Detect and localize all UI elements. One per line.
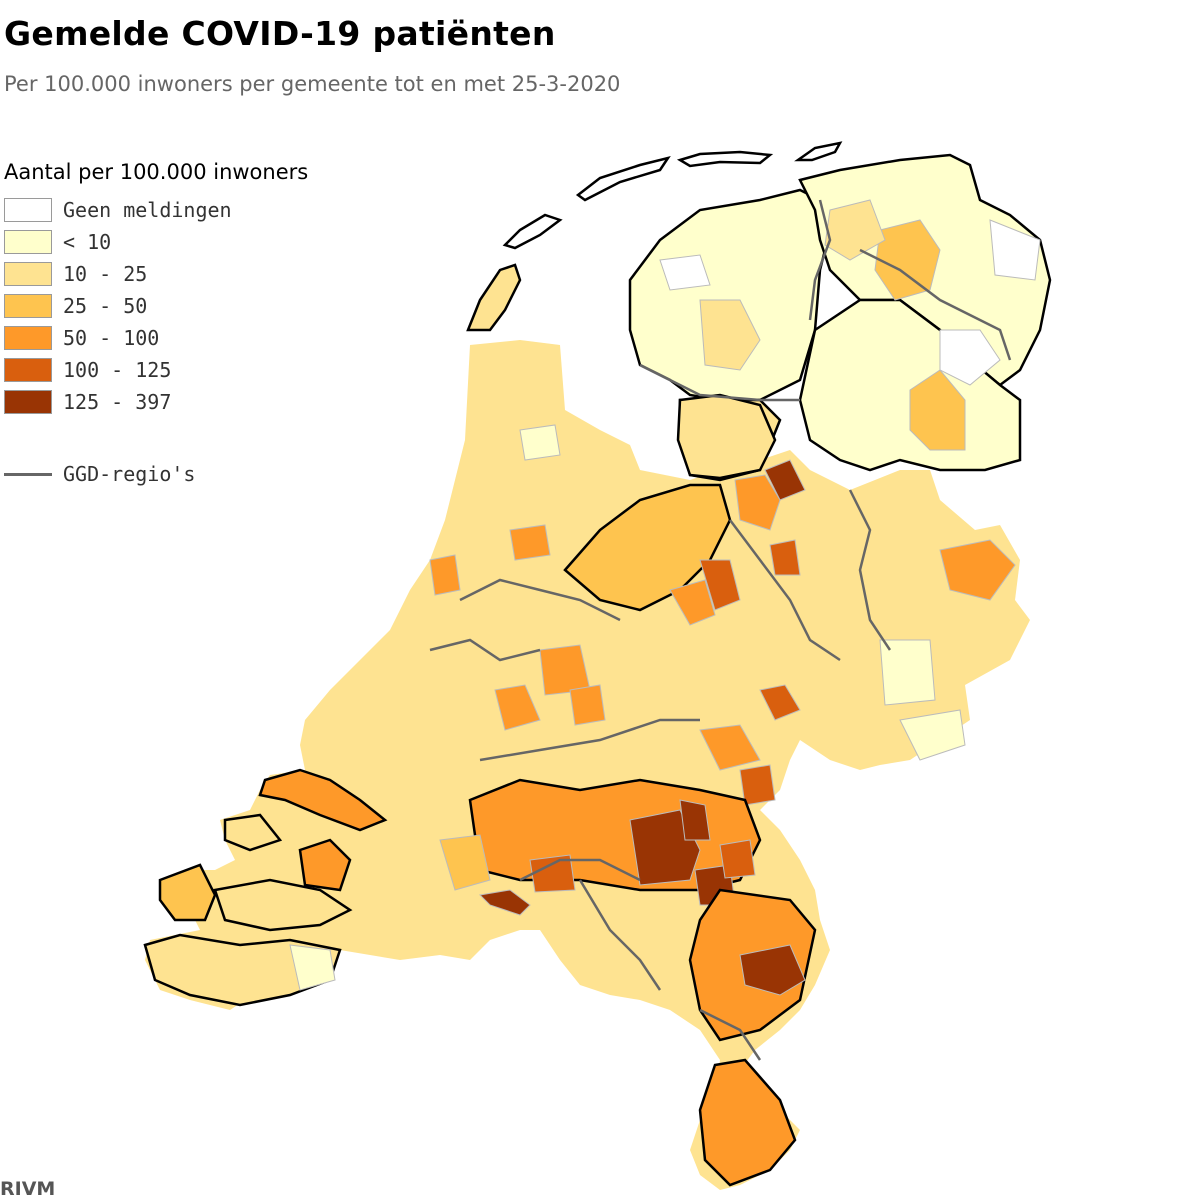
area-nh-pale [519,424,561,461]
island-schiermonnikoog [794,141,843,162]
region-zeeland-tholen [298,838,352,892]
legend-swatch [4,390,52,414]
area-nh-orange2 [429,554,461,596]
legend-item-125-397: 125 - 397 [4,386,308,418]
area-friesland-mid [699,299,761,371]
legend-swatch [4,198,52,222]
island-ameland [676,150,774,168]
area-gelderland-southeast-pale [899,709,966,761]
legend-item-none: Geen meldingen [4,194,308,226]
area-gelderland-mid [759,684,801,721]
area-limburg-hot [739,944,806,996]
region-zeeland-zuidbeveland [213,878,353,932]
ggd-label: GGD-regio's [63,462,196,486]
area-brabant-hot2 [679,799,711,841]
legend-label: < 10 [63,230,112,254]
region-zeeland-noordbeveland [223,813,283,852]
area-nh-orange1 [509,524,551,561]
region-zeeland-walcheren [158,863,217,922]
area-brabant-hot5 [529,854,576,893]
legend-label: 50 - 100 [63,326,160,350]
legend-swatch [4,358,52,382]
area-groningen-white2 [989,219,1041,281]
area-brabant-hot4 [719,839,756,879]
source-label: RIVM [0,1178,56,1200]
island-texel [466,263,522,332]
island-vlieland [502,213,563,250]
area-zh-orange [494,684,541,731]
area-zeeuws-vlaanderen-pale [289,944,336,991]
area-brabant-west [439,834,491,891]
legend-swatch [4,230,52,254]
area-gelderland-hot1 [769,539,801,576]
legend-item-25-50: 25 - 50 [4,290,308,322]
area-utrecht-orange2 [569,684,606,726]
legend-ggd: GGD-regio's [4,462,195,486]
area-brabant-hot1 [629,809,701,886]
page-title: Gemelde COVID-19 patiënten [4,14,556,53]
area-brabant-hot6 [478,889,531,916]
legend-label: 10 - 25 [63,262,148,286]
legend-title: Aantal per 100.000 inwoners [4,160,309,184]
legend-item-50-100: 50 - 100 [4,322,308,354]
legend-swatch [4,294,52,318]
island-terschelling [575,156,671,202]
area-gelderland-east-pale [879,639,936,706]
area-gelderland-hot2 [699,559,741,611]
legend-label: 125 - 397 [63,390,172,414]
region-flevoland-noordoostpolder [676,393,777,480]
area-overijssel-west [734,474,781,531]
legend-item-lt10: < 10 [4,226,308,258]
legend: Aantal per 100.000 inwoners Geen melding… [4,160,308,418]
area-overijssel-east [939,539,1016,601]
area-nijmegen [739,764,776,806]
region-zeeland-schouwen [258,768,388,832]
area-groningen-mid [824,199,886,261]
legend-swatch [4,262,52,286]
area-limburg-south [698,1058,797,1187]
legend-label: 25 - 50 [63,294,148,318]
legend-swatch [4,326,52,350]
legend-item-100-125: 100 - 125 [4,354,308,386]
legend-item-10-25: 10 - 25 [4,258,308,290]
page-subtitle: Per 100.000 inwoners per gemeente tot en… [4,72,621,96]
legend-label: 100 - 125 [63,358,172,382]
area-overijssel-hotspot [764,459,806,501]
area-groningen-east [874,219,941,301]
area-groningen-white [939,329,1001,386]
ggd-boundaries [429,199,1012,1061]
area-gelderland-river [699,724,761,771]
legend-label: Geen meldingen [63,198,232,222]
area-gelderland-orange [669,579,716,626]
ggd-line-swatch [4,472,52,476]
area-friesland-white [659,254,711,291]
